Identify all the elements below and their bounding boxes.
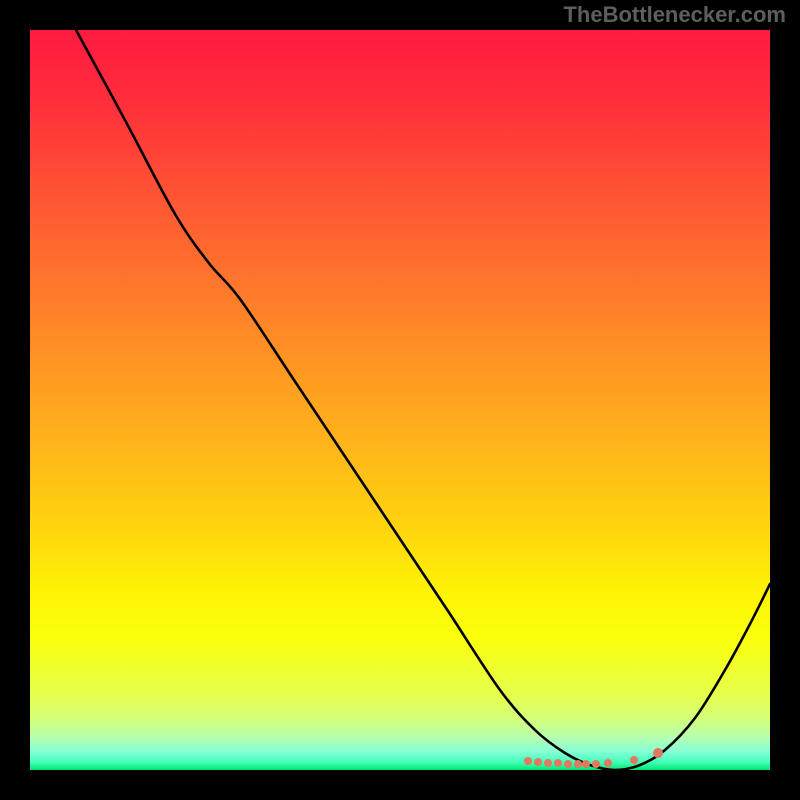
data-marker	[544, 759, 552, 767]
data-marker	[630, 756, 638, 764]
attribution-label: TheBottlenecker.com	[563, 2, 786, 28]
chart-root: TheBottlenecker.com	[0, 0, 800, 800]
data-marker	[653, 748, 663, 758]
data-marker	[592, 760, 600, 768]
plot-area	[30, 30, 770, 770]
marker-layer	[30, 30, 770, 770]
data-marker	[604, 759, 612, 767]
data-marker	[564, 760, 572, 768]
data-marker	[574, 760, 582, 768]
data-marker	[534, 758, 542, 766]
data-marker	[554, 759, 562, 767]
data-marker	[524, 757, 532, 765]
data-marker	[582, 760, 590, 768]
